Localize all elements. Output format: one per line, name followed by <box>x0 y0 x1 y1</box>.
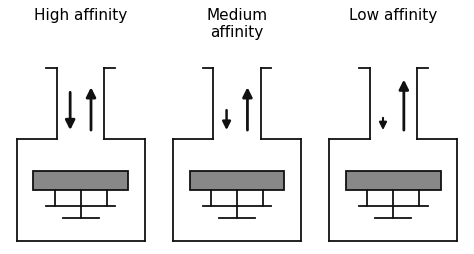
Text: High affinity: High affinity <box>34 8 127 23</box>
Bar <box>33 171 128 190</box>
Text: Medium
affinity: Medium affinity <box>207 8 267 40</box>
Bar <box>346 171 441 190</box>
Text: Low affinity: Low affinity <box>349 8 438 23</box>
Bar <box>190 171 284 190</box>
